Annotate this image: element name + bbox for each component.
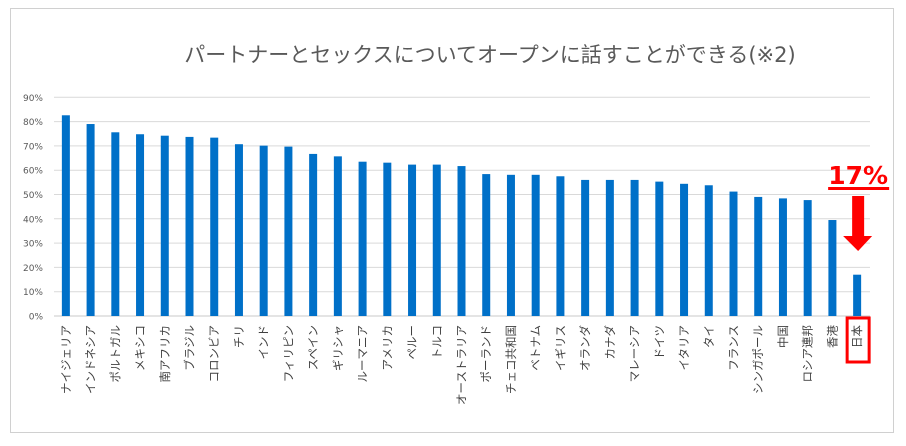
x-tick-label: スペイン <box>306 325 320 370</box>
x-tick-label: 中国 <box>776 325 790 348</box>
bar <box>828 220 837 316</box>
bar <box>754 196 763 316</box>
x-tick-label: 香港 <box>825 325 839 348</box>
bar <box>358 161 367 316</box>
bar <box>284 146 293 316</box>
bar <box>383 162 392 316</box>
x-tick-label: イギリス <box>553 325 567 371</box>
x-tick-label: オーストラリア <box>455 325 469 405</box>
bar <box>803 200 812 316</box>
y-tick-label: 0% <box>29 313 44 323</box>
bar <box>61 115 70 316</box>
bar <box>160 135 169 316</box>
x-tick-label: トルコ <box>430 325 444 359</box>
x-tick-label: ドイツ <box>652 325 666 360</box>
y-tick-label: 70% <box>23 142 43 152</box>
bar <box>680 183 689 316</box>
bar <box>185 136 194 316</box>
bar <box>729 191 738 316</box>
bar <box>457 166 466 316</box>
x-tick-label: コロンビア <box>207 325 221 383</box>
annotation-underline <box>828 187 890 190</box>
bar <box>556 176 565 316</box>
chart-title: パートナーとセックスについてオープンに話すことができる(※2) <box>184 43 795 67</box>
bar <box>506 174 515 316</box>
x-tick-label: イタリア <box>677 325 691 371</box>
x-tick-label: チェコ共和国 <box>504 325 518 394</box>
bar <box>531 174 540 316</box>
x-tick-label: 南アフリカ <box>158 325 172 383</box>
bar <box>432 164 441 316</box>
x-tick-label: ナイジェリア <box>59 325 73 394</box>
bar <box>605 179 614 316</box>
x-tick-label: フランス <box>727 325 741 371</box>
x-tick-label: ルーマニア <box>356 325 370 383</box>
x-tick-label: ポーランド <box>479 325 493 383</box>
y-tick-label: 90% <box>23 94 43 104</box>
x-tick-label: インドネシア <box>84 325 98 394</box>
x-tick-label: メキシコ <box>133 325 147 371</box>
bar <box>111 132 120 316</box>
y-tick-label: 50% <box>23 191 43 201</box>
y-tick-label: 30% <box>23 240 43 250</box>
x-tick-label: ロシア連邦 <box>801 325 815 383</box>
x-tick-label: チリ <box>232 325 246 348</box>
bar <box>234 144 243 316</box>
y-tick-label: 40% <box>23 215 43 225</box>
x-tick-label: アメリカ <box>380 325 394 370</box>
x-tick-label: オランダ <box>578 325 592 371</box>
arrow-shaft <box>852 196 865 236</box>
y-tick-label: 80% <box>23 118 43 128</box>
x-tick-label: ブラジル <box>183 325 197 371</box>
annotation-label: 17% <box>828 161 888 190</box>
x-tick-label: フィリピン <box>281 325 295 382</box>
bar <box>482 174 491 316</box>
x-tick-label: カナダ <box>603 325 617 360</box>
y-tick-label: 10% <box>23 288 43 298</box>
x-tick-label: インド <box>257 325 271 360</box>
x-tick-label: ポルトガル <box>108 325 122 383</box>
x-tick-label: シンガポール <box>751 325 765 394</box>
bar <box>704 185 713 316</box>
bar <box>210 137 219 316</box>
x-tick-label: ベトナム <box>529 325 543 371</box>
bar <box>778 198 787 316</box>
x-tick-label: ペルー <box>405 325 419 360</box>
highlight-box <box>845 316 871 364</box>
bar <box>333 156 342 316</box>
bar <box>259 145 268 316</box>
bar <box>309 153 318 316</box>
x-tick-label: マレーシア <box>628 325 642 382</box>
x-tick-label: タイ <box>702 325 716 348</box>
bar <box>655 181 664 316</box>
bar <box>630 179 639 316</box>
bar <box>408 164 417 316</box>
x-tick-label: ギリシャ <box>331 325 345 371</box>
chart-frame <box>10 8 894 433</box>
arrow-down-icon <box>843 236 873 251</box>
y-tick-label: 60% <box>23 167 43 177</box>
bar <box>581 179 590 316</box>
bar <box>86 124 95 316</box>
x-tick-label: 日本 <box>850 325 864 348</box>
bar <box>136 134 145 316</box>
y-tick-label: 20% <box>23 264 43 274</box>
bar <box>853 274 862 316</box>
